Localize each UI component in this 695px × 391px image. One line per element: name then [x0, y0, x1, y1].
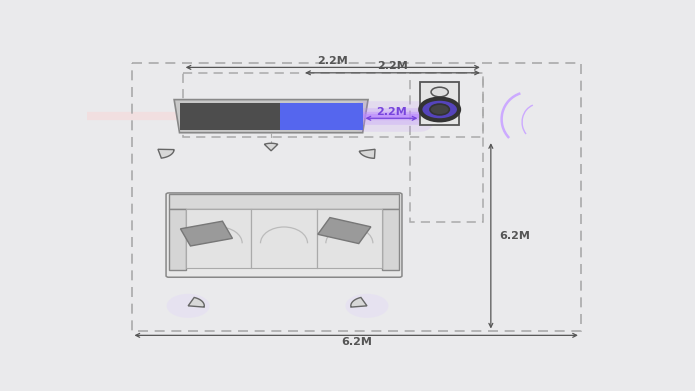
Bar — [169, 194, 399, 209]
Circle shape — [345, 294, 389, 318]
Text: 2.2M: 2.2M — [318, 56, 348, 66]
Polygon shape — [158, 149, 174, 158]
Bar — [186, 209, 252, 268]
Circle shape — [167, 294, 210, 318]
Polygon shape — [318, 217, 371, 244]
Polygon shape — [179, 102, 280, 130]
Text: 6.2M: 6.2M — [500, 231, 530, 241]
Circle shape — [431, 87, 448, 97]
Polygon shape — [280, 102, 363, 130]
Polygon shape — [351, 298, 367, 307]
Bar — [252, 209, 317, 268]
Polygon shape — [174, 100, 368, 133]
Bar — [317, 209, 382, 268]
Polygon shape — [188, 298, 204, 307]
Polygon shape — [264, 143, 278, 151]
Bar — [183, 74, 483, 137]
Circle shape — [430, 104, 450, 115]
Text: 2.2M: 2.2M — [376, 107, 407, 117]
Bar — [169, 209, 186, 270]
Circle shape — [420, 99, 459, 120]
Text: 6.2M: 6.2M — [341, 337, 372, 347]
Polygon shape — [359, 149, 375, 158]
Bar — [131, 63, 581, 332]
Bar — [382, 209, 399, 270]
Bar — [420, 82, 459, 125]
Text: 2.2M: 2.2M — [377, 61, 408, 71]
Polygon shape — [181, 221, 232, 246]
Bar — [410, 74, 483, 222]
FancyBboxPatch shape — [166, 193, 402, 277]
